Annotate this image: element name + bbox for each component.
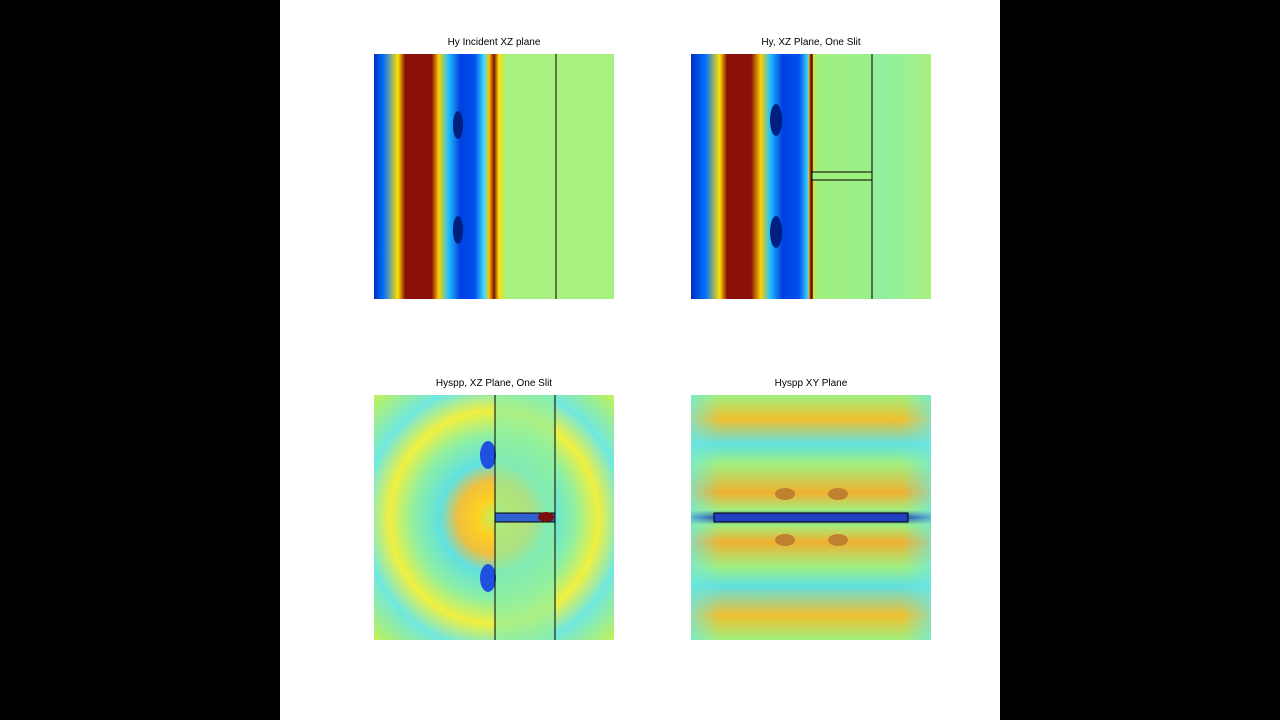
panel-title: Hy Incident XZ plane — [448, 37, 541, 48]
panel — [374, 54, 614, 299]
panel-title: Hyspp XY Plane — [775, 378, 848, 389]
panel — [691, 395, 931, 640]
panel — [374, 395, 614, 640]
panel-title: Hyspp, XZ Plane, One Slit — [436, 378, 552, 389]
panel-title: Hy, XZ Plane, One Slit — [761, 37, 861, 48]
panel — [691, 54, 931, 299]
